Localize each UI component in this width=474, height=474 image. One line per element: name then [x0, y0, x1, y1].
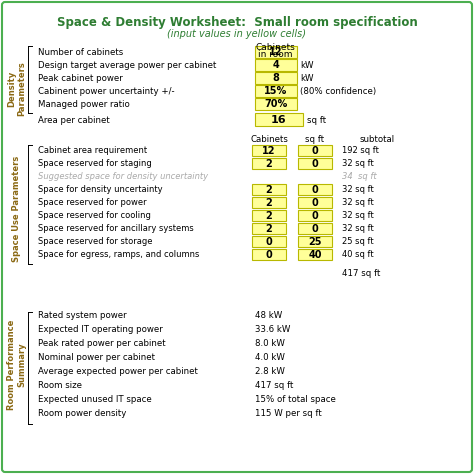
- Text: Number of cabinets: Number of cabinets: [38, 47, 123, 56]
- Text: 2: 2: [265, 158, 273, 168]
- Text: 8.0 kW: 8.0 kW: [255, 339, 285, 348]
- Bar: [252, 197, 286, 208]
- Text: 33.6 kW: 33.6 kW: [255, 326, 291, 335]
- Bar: [255, 85, 297, 97]
- Bar: [252, 184, 286, 195]
- Text: kW: kW: [300, 73, 313, 82]
- Text: Space reserved for ancillary systems: Space reserved for ancillary systems: [38, 224, 194, 233]
- Bar: [252, 145, 286, 156]
- Text: Space for egress, ramps, and columns: Space for egress, ramps, and columns: [38, 250, 200, 259]
- Text: 4: 4: [273, 60, 279, 70]
- Text: 15%: 15%: [264, 86, 288, 96]
- Text: Peak rated power per cabinet: Peak rated power per cabinet: [38, 339, 165, 348]
- Text: 2: 2: [265, 184, 273, 194]
- Text: Space & Density Worksheet:  Small room specification: Space & Density Worksheet: Small room sp…: [56, 16, 418, 28]
- Text: (input values in yellow cells): (input values in yellow cells): [167, 29, 307, 39]
- Text: 25 sq ft: 25 sq ft: [342, 237, 374, 246]
- Text: Room size: Room size: [38, 382, 82, 391]
- Text: sq ft: sq ft: [307, 116, 326, 125]
- Text: Cabinet area requirement: Cabinet area requirement: [38, 146, 147, 155]
- Bar: [298, 158, 332, 169]
- Text: 2: 2: [265, 224, 273, 234]
- Text: Managed power ratio: Managed power ratio: [38, 100, 130, 109]
- Text: Cabinent power uncertainty +/-: Cabinent power uncertainty +/-: [38, 86, 174, 95]
- Text: 40: 40: [308, 249, 322, 259]
- Bar: [298, 210, 332, 221]
- Bar: [298, 236, 332, 247]
- Text: Space reserved for cooling: Space reserved for cooling: [38, 211, 151, 220]
- Text: 0: 0: [311, 158, 319, 168]
- Text: Expected unused IT space: Expected unused IT space: [38, 395, 152, 404]
- Text: 2: 2: [265, 198, 273, 208]
- Text: 0: 0: [265, 249, 273, 259]
- Text: Cabinets: Cabinets: [255, 43, 295, 52]
- Text: Space reserved for power: Space reserved for power: [38, 198, 146, 207]
- Text: Space reserved for staging: Space reserved for staging: [38, 159, 152, 168]
- Text: 0: 0: [311, 146, 319, 155]
- Text: Design target average power per cabinet: Design target average power per cabinet: [38, 61, 216, 70]
- Text: 115 W per sq ft: 115 W per sq ft: [255, 410, 322, 419]
- Text: Space Use Parameters: Space Use Parameters: [12, 156, 21, 262]
- Text: kW: kW: [300, 61, 313, 70]
- Text: 25: 25: [308, 237, 322, 246]
- Bar: [298, 184, 332, 195]
- Bar: [298, 145, 332, 156]
- Text: 2: 2: [265, 210, 273, 220]
- Bar: [255, 59, 297, 71]
- Text: Area per cabinet: Area per cabinet: [38, 116, 110, 125]
- Bar: [255, 98, 297, 110]
- Text: Space for density uncertainty: Space for density uncertainty: [38, 185, 163, 194]
- Text: Peak cabinet power: Peak cabinet power: [38, 73, 123, 82]
- Bar: [298, 223, 332, 234]
- Text: 16: 16: [271, 115, 287, 125]
- Text: 0: 0: [311, 224, 319, 234]
- Text: 32 sq ft: 32 sq ft: [342, 198, 374, 207]
- Text: 417 sq ft: 417 sq ft: [342, 268, 380, 277]
- Text: Expected IT operating power: Expected IT operating power: [38, 326, 163, 335]
- Bar: [298, 249, 332, 260]
- Text: Space reserved for storage: Space reserved for storage: [38, 237, 153, 246]
- Text: 34  sq ft: 34 sq ft: [342, 172, 377, 181]
- Bar: [255, 113, 303, 126]
- Text: 48 kW: 48 kW: [255, 311, 282, 320]
- Text: 417 sq ft: 417 sq ft: [255, 382, 293, 391]
- Text: Rated system power: Rated system power: [38, 311, 127, 320]
- Bar: [298, 197, 332, 208]
- Text: 15% of total space: 15% of total space: [255, 395, 336, 404]
- Text: Room power density: Room power density: [38, 410, 127, 419]
- Bar: [255, 72, 297, 84]
- Text: Room Performance
Summary: Room Performance Summary: [7, 320, 27, 410]
- Bar: [252, 223, 286, 234]
- Text: (80% confidence): (80% confidence): [300, 86, 376, 95]
- Text: 32 sq ft: 32 sq ft: [342, 224, 374, 233]
- Bar: [252, 210, 286, 221]
- Bar: [255, 46, 297, 58]
- Bar: [252, 249, 286, 260]
- Text: 0: 0: [311, 184, 319, 194]
- Text: sq ft: sq ft: [305, 135, 325, 144]
- Text: 32 sq ft: 32 sq ft: [342, 159, 374, 168]
- Text: 70%: 70%: [264, 99, 288, 109]
- Text: 0: 0: [311, 210, 319, 220]
- Bar: [252, 158, 286, 169]
- Text: 40 sq ft: 40 sq ft: [342, 250, 374, 259]
- Text: 0: 0: [311, 198, 319, 208]
- Text: 32 sq ft: 32 sq ft: [342, 211, 374, 220]
- Text: 4.0 kW: 4.0 kW: [255, 354, 285, 363]
- Text: in room: in room: [258, 49, 292, 58]
- Text: 8: 8: [273, 73, 280, 83]
- Text: subtotal: subtotal: [360, 135, 395, 144]
- Text: 192 sq ft: 192 sq ft: [342, 146, 379, 155]
- Text: Density
Parameters: Density Parameters: [7, 62, 27, 117]
- Text: Suggested space for density uncertainty: Suggested space for density uncertainty: [38, 172, 208, 181]
- Text: 32 sq ft: 32 sq ft: [342, 185, 374, 194]
- Text: Average expected power per cabinet: Average expected power per cabinet: [38, 367, 198, 376]
- Text: 0: 0: [265, 237, 273, 246]
- Text: 2.8 kW: 2.8 kW: [255, 367, 285, 376]
- Text: 12: 12: [262, 146, 276, 155]
- Text: Nominal power per cabinet: Nominal power per cabinet: [38, 354, 155, 363]
- Text: 12: 12: [269, 47, 283, 57]
- Text: Cabinets: Cabinets: [250, 135, 288, 144]
- Bar: [252, 236, 286, 247]
